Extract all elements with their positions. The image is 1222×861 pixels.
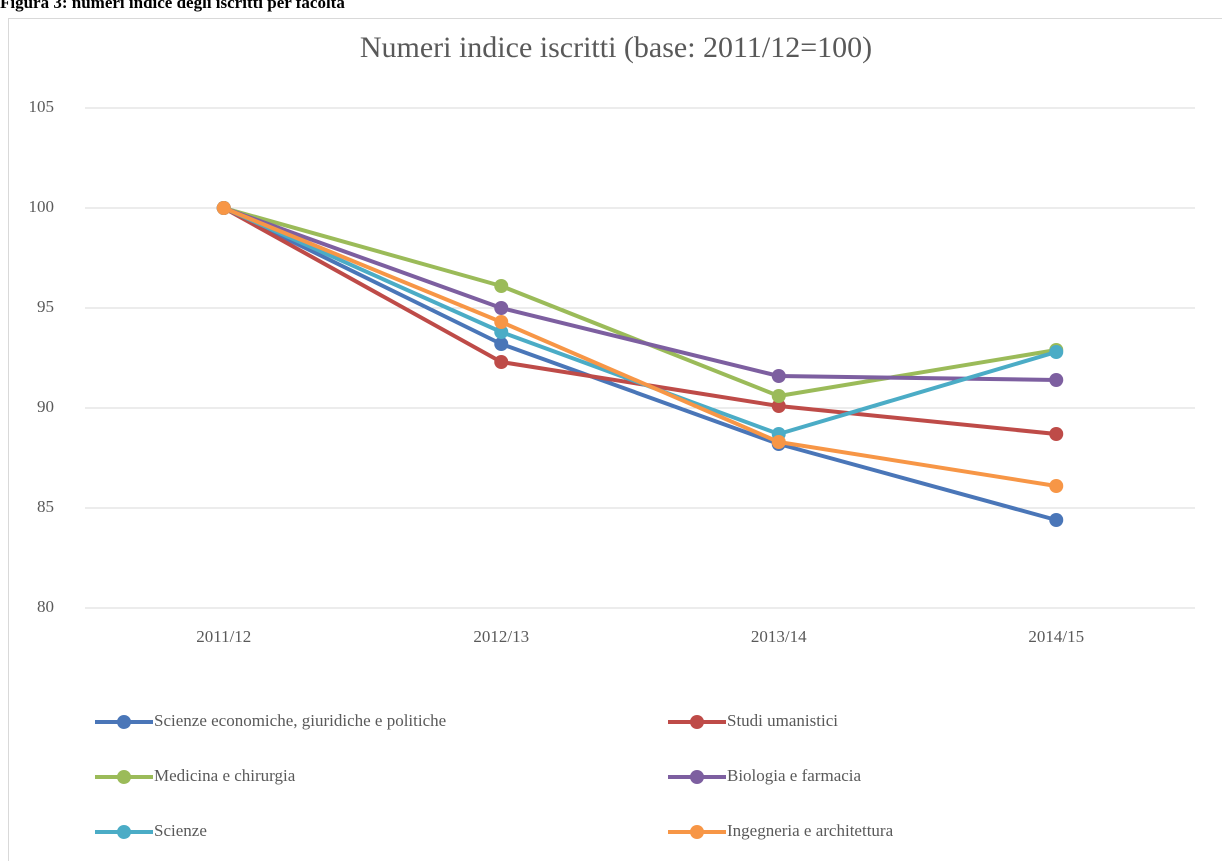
point bbox=[494, 279, 509, 293]
x-tick-label: 2013/14 bbox=[751, 627, 807, 646]
legend-label: Biologia e farmacia bbox=[727, 766, 862, 785]
point bbox=[494, 325, 509, 339]
legend-marker bbox=[690, 770, 704, 784]
y-tick-label: 105 bbox=[29, 97, 55, 116]
series-line bbox=[221, 206, 1059, 382]
x-tick-label: 2012/13 bbox=[473, 627, 529, 646]
point bbox=[771, 389, 786, 403]
x-tick-label: 2011/12 bbox=[196, 627, 251, 646]
chart-border bbox=[8, 18, 1222, 861]
legend-label: Scienze bbox=[154, 821, 207, 840]
legend-label: Medicina e chirurgia bbox=[154, 766, 296, 785]
legend-label: Ingegneria e architettura bbox=[727, 821, 894, 840]
point bbox=[1049, 345, 1064, 359]
chart-title: Numeri indice iscritti (base: 2011/12=10… bbox=[360, 31, 872, 64]
series-line bbox=[221, 206, 1059, 522]
y-tick-label: 80 bbox=[37, 597, 54, 616]
point bbox=[1049, 479, 1064, 493]
point bbox=[494, 315, 509, 329]
point bbox=[771, 399, 786, 413]
point bbox=[216, 201, 231, 215]
y-tick-label: 100 bbox=[29, 197, 55, 216]
point bbox=[1049, 513, 1064, 527]
caption: Figura 3: numeri indice degli iscritti p… bbox=[0, 0, 345, 12]
y-tick-label: 90 bbox=[37, 397, 54, 416]
point bbox=[1049, 427, 1064, 441]
point bbox=[771, 369, 786, 383]
x-tick-label: 2014/15 bbox=[1028, 627, 1084, 646]
point bbox=[771, 435, 786, 449]
legend-marker bbox=[690, 715, 704, 729]
series-line bbox=[221, 206, 1059, 488]
point bbox=[1049, 373, 1064, 387]
legend-marker bbox=[117, 825, 131, 839]
y-tick-label: 85 bbox=[37, 497, 54, 516]
y-tick-label: 95 bbox=[37, 297, 54, 316]
legend-marker bbox=[117, 770, 131, 784]
legend-marker bbox=[117, 715, 131, 729]
point bbox=[494, 355, 509, 369]
legend-label: Scienze economiche, giuridiche e politic… bbox=[154, 711, 446, 730]
legend-label: Studi umanistici bbox=[727, 711, 838, 730]
point bbox=[494, 337, 509, 351]
point bbox=[494, 301, 509, 315]
legend-marker bbox=[690, 825, 704, 839]
